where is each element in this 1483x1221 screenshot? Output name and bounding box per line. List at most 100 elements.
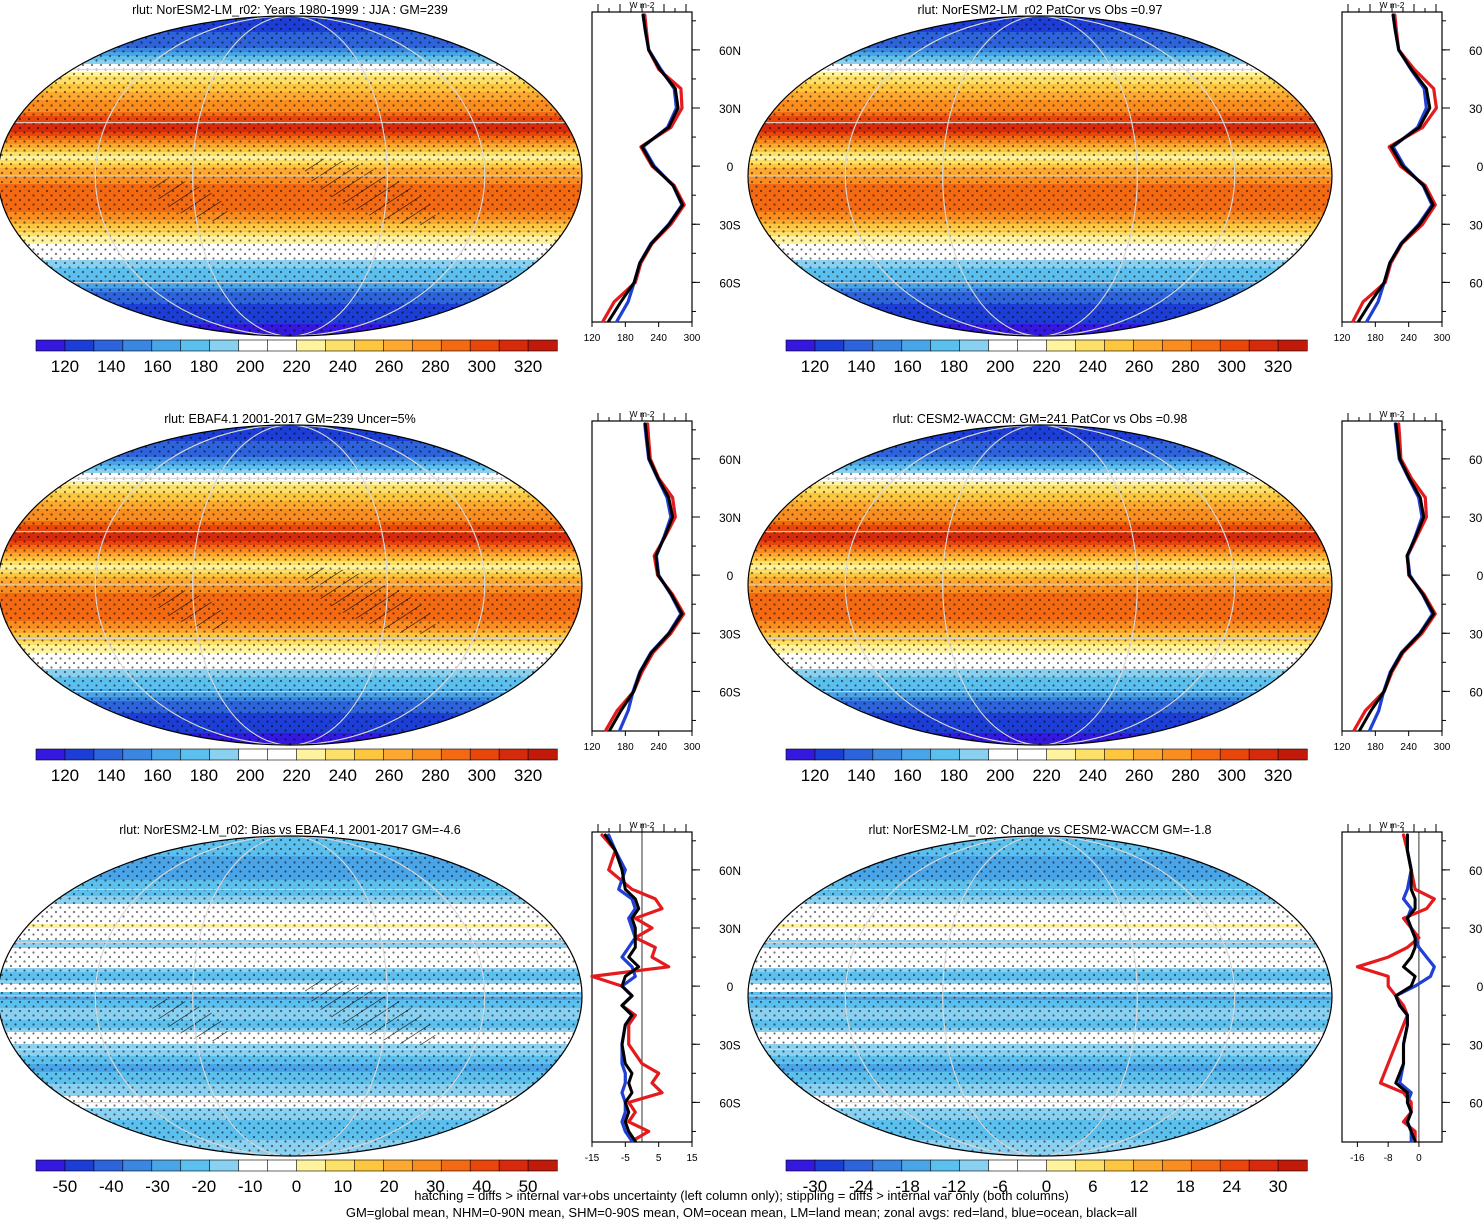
colorbar-tick-label: -30	[145, 1177, 170, 1196]
hatching	[152, 998, 228, 1042]
colorbar-tick-label: 120	[801, 766, 829, 785]
colorbar-tick-label: 300	[468, 766, 496, 785]
zonal-x-tick-label: -15	[585, 1153, 600, 1164]
zonal-lat-tick-label: 60N	[719, 44, 741, 58]
zonal-mean-plot: W m-2 60N 30N 0 30S 60S 120 180 240 300	[1334, 0, 1483, 344]
zonal-lat-tick-label: 30S	[719, 218, 740, 232]
zonal-mean-plot: W m-2 60N 30N 0 30S 60S 120 180 240 300	[1334, 409, 1483, 753]
zonal-lat-tick-label: 60N	[719, 453, 741, 467]
panel-title: rlut: CESM2-WACCM: GM=241 PatCor vs Obs …	[893, 412, 1188, 426]
panel-title: rlut: NorESM2-LM_r02: Change vs CESM2-WA…	[868, 823, 1211, 837]
zonal-lat-tick-label: 60S	[1469, 685, 1483, 699]
colorbar-tick-label: 6	[1088, 1177, 1097, 1196]
zonal-frame	[1341, 420, 1443, 732]
colorbar-tick-label: 260	[375, 357, 403, 376]
panel-title: rlut: NorESM2-LM_r02: Years 1980-1999 : …	[132, 3, 448, 17]
colorbar-tick-label: 180	[940, 357, 968, 376]
zonal-x-tick-label: 120	[1334, 333, 1351, 344]
map	[0, 425, 582, 745]
zonal-x-tick-label: 240	[650, 742, 667, 753]
zonal-lat-tick-label: 30S	[1469, 218, 1483, 232]
colorbar-tick-label: 260	[1125, 766, 1153, 785]
hatching	[304, 567, 436, 635]
zonal-x-tick-label: 180	[617, 742, 634, 753]
colorbar-tick-label: 240	[1079, 766, 1107, 785]
zonal-frame	[1341, 831, 1443, 1143]
colorbar-tick-label: -50	[53, 1177, 78, 1196]
colorbar-tick-label: 18	[1176, 1177, 1195, 1196]
colorbar-tick-label: 280	[421, 357, 449, 376]
colorbar-tick-label: -40	[99, 1177, 124, 1196]
zonal-lat-tick-label: 30N	[1469, 102, 1483, 116]
zonal-lat-tick-label: 30N	[719, 511, 741, 525]
zonal-unit-label: W m-2	[1379, 409, 1404, 419]
zonal-x-tick-label: -16	[1350, 1153, 1365, 1164]
colorbar-tick-label: 300	[1218, 357, 1246, 376]
colorbar-tick-label: 20	[380, 1177, 399, 1196]
colorbar-tick-label: 240	[329, 766, 357, 785]
hatching	[152, 178, 228, 222]
zonal-series-line	[607, 13, 685, 323]
zonal-series-line	[1368, 422, 1435, 732]
zonal-lat-tick-label: 30N	[1469, 511, 1483, 525]
colorbar-tick-label: 320	[1264, 357, 1292, 376]
zonal-x-tick-label: 120	[584, 742, 601, 753]
panel-1: rlut: NorESM2-LM_r02: Years 1980-1999 : …	[0, 0, 741, 376]
zonal-mean-plot: W m-2 60N 30N 0 30S 60S -16 -8 0	[1341, 820, 1483, 1164]
zonal-series-line	[1352, 422, 1437, 732]
zonal-lat-tick-label: 60S	[719, 685, 740, 699]
colorbar-tick-label: 50	[519, 1177, 538, 1196]
zonal-unit-label: W m-2	[1379, 0, 1404, 10]
panel-title: rlut: NorESM2-LM_r02 PatCor vs Obs =0.97	[918, 3, 1163, 17]
zonal-lat-tick-label: 0	[727, 980, 734, 994]
map	[748, 836, 1332, 1156]
zonal-series-line	[608, 422, 684, 732]
colorbar-tick-label: -12	[942, 1177, 967, 1196]
colorbar-tick-label: 240	[1079, 357, 1107, 376]
colorbar-tick-label: -24	[849, 1177, 874, 1196]
zonal-lat-tick-label: 60N	[719, 864, 741, 878]
zonal-series-line	[615, 13, 684, 323]
zonal-series-line	[1357, 13, 1435, 323]
colorbar-tick-label: 120	[801, 357, 829, 376]
colorbar-tick-label: 160	[143, 357, 171, 376]
zonal-x-tick-label: 180	[617, 333, 634, 344]
footnote-legend: GM=global mean, NHM=0-90N mean, SHM=0-90…	[345, 1205, 1138, 1220]
zonal-lat-tick-label: 30N	[719, 922, 741, 936]
colorbar-tick-label: 160	[893, 357, 921, 376]
colorbar-tick-label: 260	[375, 766, 403, 785]
zonal-x-tick-label: 120	[584, 333, 601, 344]
zonal-series-line	[1358, 422, 1436, 732]
zonal-lat-tick-label: 0	[727, 160, 734, 174]
zonal-x-tick-label: 5	[656, 1153, 662, 1164]
colorbar-tick-label: 220	[282, 357, 310, 376]
colorbar-tick-label: 160	[143, 766, 171, 785]
zonal-lat-tick-label: 0	[1477, 160, 1483, 174]
panel-4: rlut: CESM2-WACCM: GM=241 PatCor vs Obs …	[747, 409, 1483, 785]
panel-2: rlut: NorESM2-LM_r02 PatCor vs Obs =0.97…	[747, 0, 1483, 376]
colorbar-tick-label: 160	[893, 766, 921, 785]
colorbar-tick-label: 220	[1032, 357, 1060, 376]
zonal-series-line	[1355, 833, 1436, 1143]
colorbar-tick-label: 10	[333, 1177, 352, 1196]
colorbar: 120 140 160 180 200 220 240 260 280 300 320	[35, 339, 558, 376]
colorbar-tick-label: 320	[1264, 766, 1292, 785]
zonal-x-tick-label: -5	[621, 1153, 630, 1164]
zonal-lat-tick-label: 60S	[719, 276, 740, 290]
zonal-x-tick-label: 120	[1334, 742, 1351, 753]
colorbar-tick-label: 260	[1125, 357, 1153, 376]
panel-6: rlut: NorESM2-LM_r02: Change vs CESM2-WA…	[747, 820, 1483, 1196]
colorbar-tick-label: 300	[1218, 766, 1246, 785]
zonal-lat-tick-label: 0	[1477, 569, 1483, 583]
map-outline	[747, 835, 1333, 1157]
zonal-frame	[591, 420, 693, 732]
colorbar-tick-label: -20	[192, 1177, 217, 1196]
colorbar-tick-label: 240	[329, 357, 357, 376]
zonal-series-line	[603, 833, 641, 1143]
colorbar: -50 -40 -30 -20 -10 0 10 20 30 40 50	[35, 1159, 558, 1196]
zonal-mean-plot: W m-2 60N 30N 0 30S 60S -15 -5 5 15	[585, 820, 741, 1164]
colorbar-tick-label: 200	[236, 357, 264, 376]
zonal-lat-tick-label: 60S	[1469, 276, 1483, 290]
colorbar-tick-label: 0	[292, 1177, 301, 1196]
